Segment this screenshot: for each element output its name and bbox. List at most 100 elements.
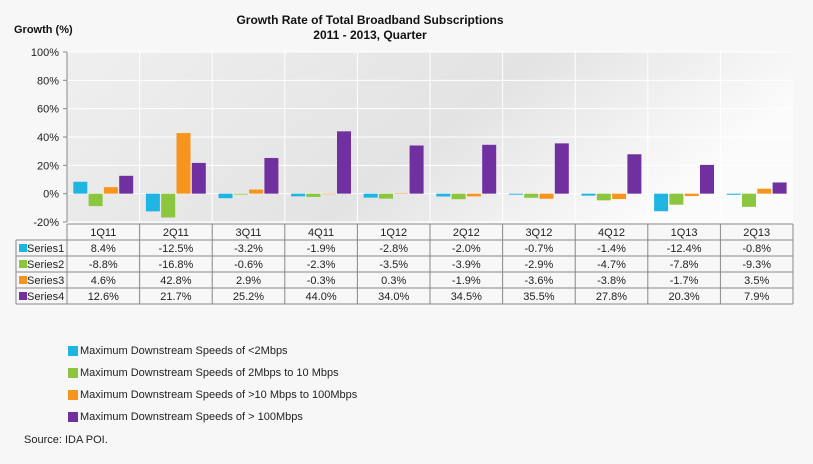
legend-swatch [68,412,78,422]
data-label: 34.5% [451,291,482,303]
bar-series3 [684,193,699,197]
bar-series4 [191,162,206,194]
data-label: 44.0% [305,291,336,303]
bar-series3 [176,133,191,194]
bar-series3 [466,193,481,197]
bar-series4 [337,131,351,194]
x-tick-label: 2Q13 [743,227,770,239]
bar-series2 [742,193,756,207]
bar-series1 [291,193,306,197]
bar-series2 [524,193,539,198]
x-tick-label: 1Q13 [671,227,698,239]
data-label: 27.8% [596,291,627,303]
data-label: 35.5% [523,291,554,303]
x-tick-label: 1Q12 [380,227,407,239]
y-tick-label: 80% [37,75,59,87]
data-label: -0.3% [307,275,336,287]
legend-label: Maximum Downstream Speeds of > 100Mbps [80,411,303,423]
data-label: -3.9% [452,259,481,271]
data-label: -3.2% [234,243,263,255]
y-tick-label: 60% [37,104,59,116]
bar-series3 [249,189,264,194]
x-tick-label: 4Q12 [598,227,625,239]
data-label: -2.3% [307,259,336,271]
data-label: -4.7% [597,259,626,271]
bar-series4 [627,154,642,194]
bar-series1 [145,193,160,212]
data-label: 3.5% [744,275,769,287]
chart-subtitle: 2011 - 2013, Quarter [313,28,427,42]
bar-series3 [539,193,554,199]
bar-series1 [726,193,741,195]
data-label: 0.3% [381,275,406,287]
data-label: -1.7% [670,275,699,287]
data-label: -3.6% [525,275,554,287]
y-tick-label: 40% [37,132,59,144]
legend-label: Maximum Downstream Speeds of <2Mbps [80,345,288,357]
data-label: 20.3% [668,291,699,303]
bar-series4 [482,144,497,194]
data-label: -12.5% [158,243,193,255]
legend-item-series4: Maximum Downstream Speeds of > 100Mbps [68,411,303,423]
data-label: -1.9% [307,243,336,255]
y-tick-label: -20% [33,217,59,229]
data-label: -3.5% [379,259,408,271]
data-label: -2.9% [525,259,554,271]
bar-series1 [436,193,451,197]
table-legend-key [19,244,27,252]
y-tick-label: 20% [37,160,59,172]
data-label: 4.6% [91,275,116,287]
x-tick-label: 3Q11 [235,227,261,239]
data-label: -16.8% [158,259,193,271]
data-label: 7.9% [744,291,769,303]
legend-item-series2: Maximum Downstream Speeds of 2Mbps to 10… [68,367,339,379]
y-axis-label: Growth (%) [14,24,73,36]
bar-series4 [772,182,787,194]
data-label: -0.7% [525,243,554,255]
table-series-label: Series3 [27,275,64,287]
bar-series3 [612,193,627,200]
data-label: 25.2% [233,291,264,303]
bar-series4 [119,175,134,194]
legend-swatch [68,390,78,400]
data-label: 21.7% [160,291,191,303]
bar-series2 [161,193,176,218]
data-label: 8.4% [91,243,116,255]
data-label: -0.6% [234,259,263,271]
bar-series1 [73,181,88,194]
data-label: -2.8% [379,243,408,255]
legend-label: Maximum Downstream Speeds of >10 Mbps to… [80,389,358,401]
table-series-label: Series4 [27,291,64,303]
legend-item-series3: Maximum Downstream Speeds of >10 Mbps to… [68,389,357,401]
y-tick-label: 0% [43,189,59,201]
x-tick-label: 4Q11 [308,227,334,239]
table-legend-key [19,292,27,300]
data-label: 12.6% [88,291,119,303]
x-tick-label: 3Q12 [525,227,552,239]
bar-series1 [581,193,596,196]
bar-series4 [264,157,279,194]
bar-series2 [669,193,684,205]
bar-series2 [379,193,393,199]
x-tick-label: 2Q12 [453,227,480,239]
bar-series1 [363,193,378,198]
legend-swatch [68,368,78,378]
x-tick-label: 1Q11 [90,227,116,239]
bar-series3 [321,193,336,195]
bar-series2 [451,193,466,200]
data-label: 42.8% [160,275,191,287]
bar-series2 [88,193,103,207]
data-label: 2.9% [236,275,261,287]
table-legend-key [19,260,27,268]
data-label: -9.3% [742,259,771,271]
table-legend-key [19,276,27,284]
data-label: -7.8% [670,259,699,271]
legend-swatch [68,346,78,356]
bar-series2 [596,193,611,201]
bar-series4 [409,145,424,194]
data-label: -1.4% [597,243,626,255]
x-tick-label: 2Q11 [163,227,189,239]
source-note: Source: IDA POI. [24,434,108,446]
